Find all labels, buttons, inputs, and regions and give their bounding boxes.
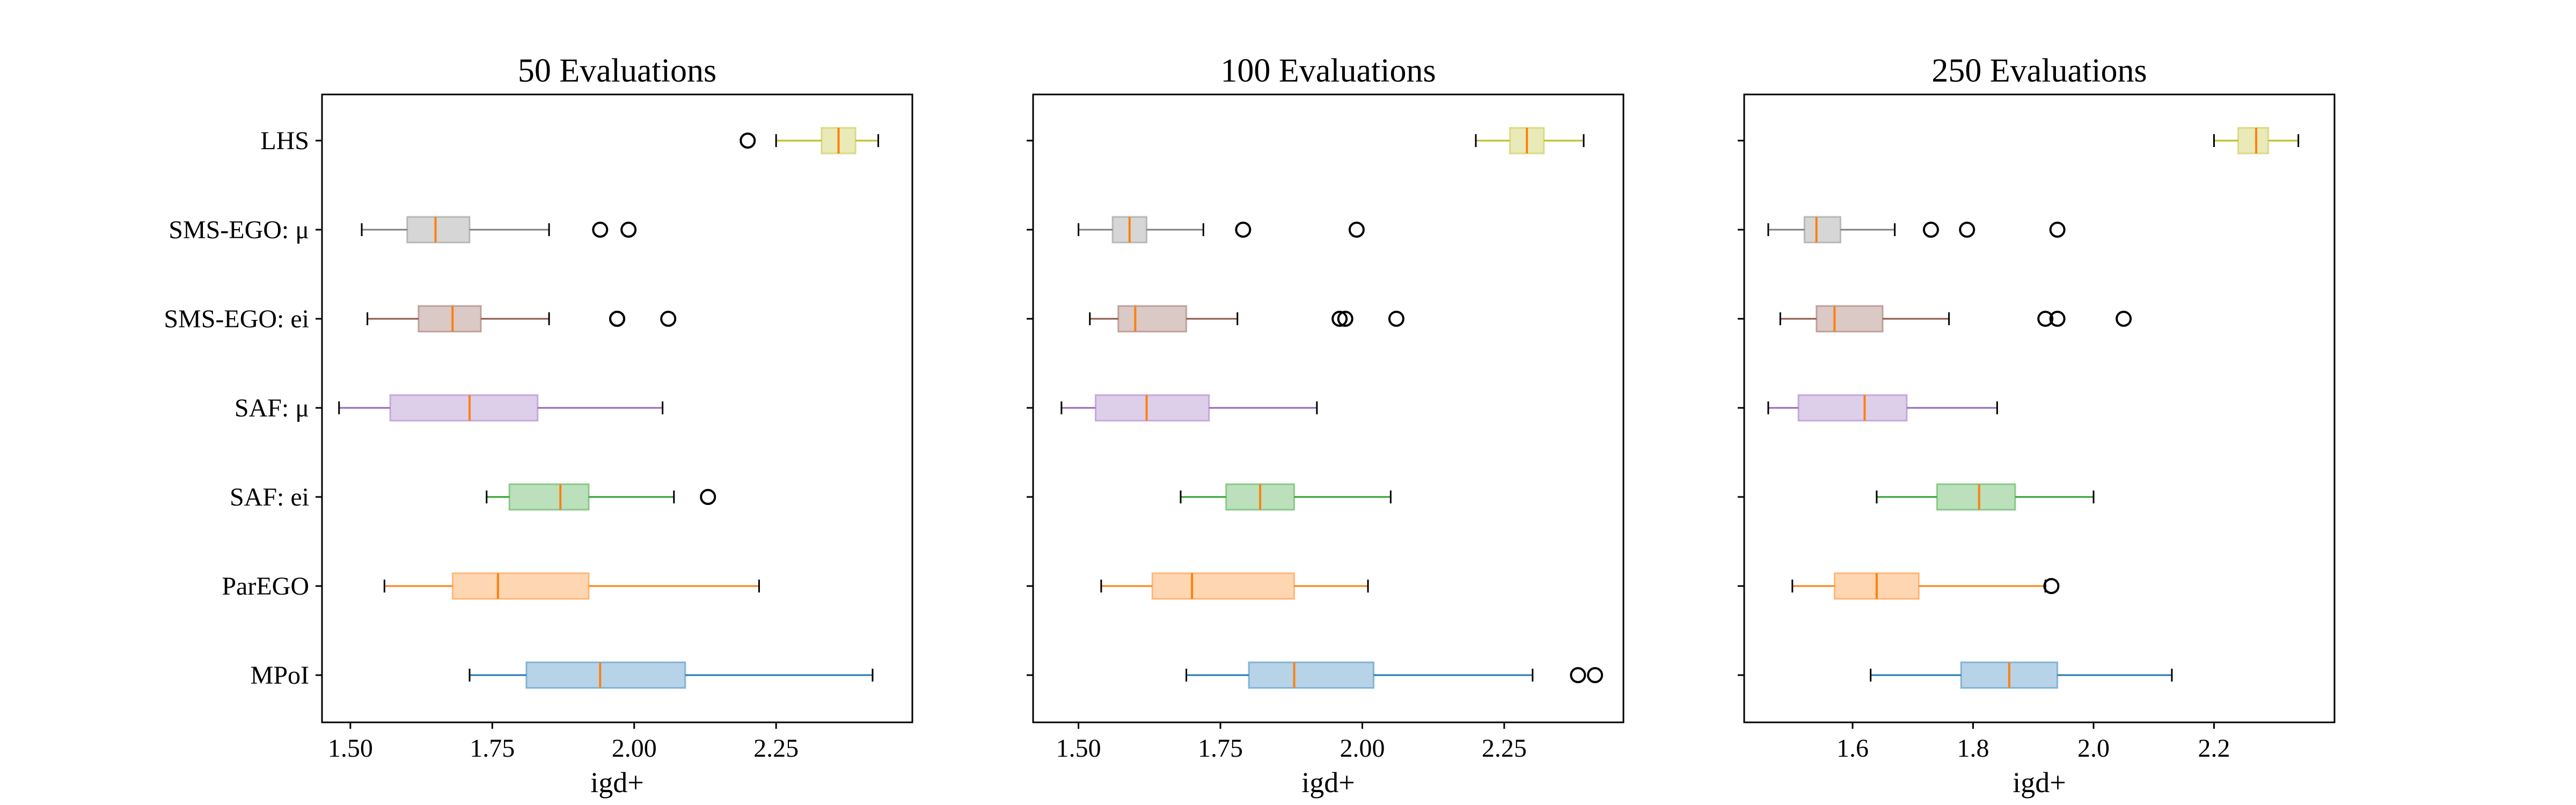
category-label: SMS-EGO: ei bbox=[164, 305, 309, 333]
outlier-point bbox=[2049, 311, 2066, 327]
box-lhs bbox=[740, 127, 880, 155]
box-iqr bbox=[418, 305, 482, 333]
box-iqr bbox=[2237, 127, 2270, 155]
outlier-point bbox=[1388, 311, 1404, 327]
outlier-point bbox=[592, 222, 609, 238]
category-label: LHS bbox=[260, 127, 309, 155]
box-lhs bbox=[2213, 127, 2300, 155]
box-sms-ego-ei bbox=[1089, 305, 1404, 333]
outlier-point bbox=[740, 133, 756, 149]
category-label: ParEGO bbox=[222, 572, 309, 601]
chart-title: 50 Evaluations bbox=[518, 53, 716, 89]
x-tick-label: 2.2 bbox=[2198, 734, 2230, 763]
axes-frame bbox=[1743, 93, 2336, 723]
category-label: SMS-EGO: μ bbox=[169, 216, 309, 244]
x-tick-label: 2.00 bbox=[612, 734, 657, 763]
panel-2: 100 Evaluations 1.50 1.75 2.00 2.25 igd+ bbox=[1027, 53, 1624, 799]
axes-frame bbox=[321, 93, 913, 723]
outlier-point bbox=[660, 311, 677, 327]
box-iqr bbox=[525, 661, 686, 689]
outlier-point bbox=[1348, 222, 1365, 238]
box-saf-ei bbox=[1180, 483, 1392, 511]
box-iqr bbox=[1816, 305, 1884, 333]
x-tick-label: 1.50 bbox=[1056, 734, 1101, 763]
x-tick-label: 1.50 bbox=[328, 734, 373, 763]
outlier-point bbox=[700, 489, 716, 505]
box-iqr bbox=[1803, 216, 1842, 244]
x-tick-label: 2.00 bbox=[1340, 734, 1385, 763]
box-iqr bbox=[1248, 661, 1375, 689]
box-iqr bbox=[1797, 394, 1908, 422]
x-axis-label: igd+ bbox=[590, 766, 643, 799]
box-saf- bbox=[1060, 394, 1318, 422]
axes-frame bbox=[1032, 93, 1624, 723]
outlier-point bbox=[1337, 311, 1353, 327]
category-label: MPoI bbox=[251, 661, 309, 690]
outlier-point bbox=[1331, 311, 1348, 327]
box-sms-ego- bbox=[1078, 216, 1365, 244]
x-tick-label: 1.75 bbox=[470, 734, 515, 763]
box-iqr bbox=[1094, 394, 1210, 422]
box-sms-ego-ei bbox=[367, 305, 677, 333]
box-lhs bbox=[1475, 127, 1585, 155]
outlier-point bbox=[2037, 311, 2054, 327]
box-iqr bbox=[1117, 305, 1188, 333]
x-tick-label: 1.8 bbox=[1957, 734, 1989, 763]
box-saf- bbox=[1767, 394, 1998, 422]
outlier-point bbox=[1587, 667, 1604, 683]
outlier-point bbox=[2043, 578, 2060, 594]
box-sms-ego- bbox=[1767, 216, 2066, 244]
x-axis-label: igd+ bbox=[2012, 766, 2066, 799]
box-iqr bbox=[406, 216, 471, 244]
outlier-point bbox=[2049, 222, 2066, 238]
outlier-point bbox=[1235, 222, 1252, 238]
category-label: SAF: μ bbox=[235, 394, 309, 422]
outlier-point bbox=[1570, 667, 1586, 683]
outlier-point bbox=[2116, 311, 2132, 327]
outlier-point bbox=[620, 222, 637, 238]
category-label: SAF: ei bbox=[230, 483, 309, 511]
box-iqr bbox=[508, 483, 590, 511]
box-sms-ego- bbox=[361, 216, 637, 244]
x-tick-label: 1.75 bbox=[1198, 734, 1243, 763]
x-axis-label: igd+ bbox=[1301, 766, 1355, 799]
box-parego bbox=[383, 572, 760, 600]
box-mpoi bbox=[469, 661, 874, 689]
box-iqr bbox=[389, 394, 539, 422]
outlier-point bbox=[1922, 222, 1939, 238]
box-saf- bbox=[338, 394, 664, 422]
x-tick-label: 2.0 bbox=[2077, 734, 2110, 763]
panel-1: 50 Evaluations MPoI ParEGO SAF: ei SAF: μ SMS… bbox=[164, 53, 913, 799]
chart-title: 250 Evaluations bbox=[1931, 53, 2147, 89]
box-mpoi bbox=[1870, 661, 2173, 689]
box-iqr bbox=[1936, 483, 2016, 511]
x-tick-label: 2.25 bbox=[753, 734, 799, 763]
box-mpoi bbox=[1185, 661, 1604, 689]
box-saf-ei bbox=[486, 483, 716, 511]
outlier-point bbox=[1959, 222, 1975, 238]
box-parego bbox=[1791, 572, 2060, 600]
box-parego bbox=[1100, 572, 1369, 600]
outlier-point bbox=[609, 311, 625, 327]
chart-title: 100 Evaluations bbox=[1220, 53, 1436, 89]
box-iqr bbox=[451, 572, 590, 600]
box-sms-ego-ei bbox=[1779, 305, 2132, 333]
x-tick-label: 2.25 bbox=[1482, 734, 1527, 763]
x-tick-label: 1.6 bbox=[1836, 734, 1869, 763]
box-iqr bbox=[1151, 572, 1296, 600]
panel-3: 250 Evaluations 1.6 1.8 2.0 2.2 igd+ bbox=[1738, 53, 2336, 799]
box-saf-ei bbox=[1876, 483, 2095, 511]
